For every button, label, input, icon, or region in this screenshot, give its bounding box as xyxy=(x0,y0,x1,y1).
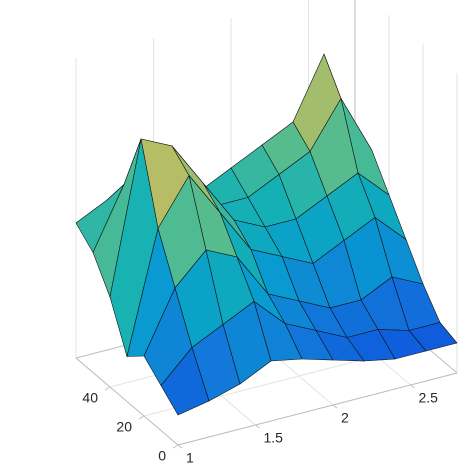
surface-patch xyxy=(160,346,210,416)
x-tick-label: 2.5 xyxy=(419,390,439,406)
tick-mark xyxy=(104,386,111,391)
tick-mark xyxy=(255,424,260,429)
surface xyxy=(75,53,458,416)
tick-mark xyxy=(177,444,183,449)
tick-mark xyxy=(138,415,145,420)
axes-labels: 1 1.5 2 2.5 0 20 40 xyxy=(75,357,458,466)
tick-mark xyxy=(410,384,415,389)
y-tick-label: 20 xyxy=(116,419,132,435)
x-tick-label: 1 xyxy=(186,450,194,466)
y-tick-label: 0 xyxy=(158,448,166,464)
x-axis xyxy=(177,372,458,446)
tick-mark xyxy=(332,404,338,409)
x-tick-label: 1.5 xyxy=(264,430,284,446)
y-tick-label: 40 xyxy=(82,390,98,406)
y-axis xyxy=(75,357,179,446)
tick-mark xyxy=(172,444,179,449)
x-tick-label: 2 xyxy=(341,410,349,426)
